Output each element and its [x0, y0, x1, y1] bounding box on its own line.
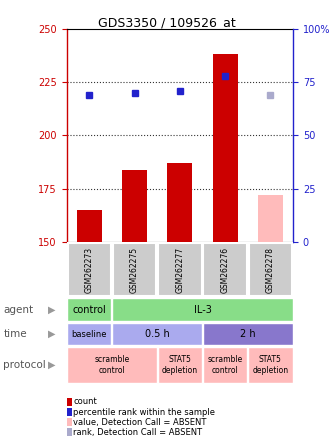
Text: time: time [3, 329, 27, 339]
Bar [67, 323, 112, 345]
Bar [112, 323, 202, 345]
Text: control: control [72, 305, 106, 315]
Text: ▶: ▶ [48, 360, 55, 370]
Bar [112, 298, 293, 321]
Text: rank, Detection Call = ABSENT: rank, Detection Call = ABSENT [73, 428, 202, 437]
Text: GSM262273: GSM262273 [85, 247, 94, 293]
Text: count: count [73, 397, 97, 406]
Bar [213, 55, 237, 242]
Bar [68, 243, 111, 297]
Text: scramble
control: scramble control [94, 356, 130, 375]
Bar [67, 348, 157, 383]
Bar [158, 348, 202, 383]
Text: GSM262277: GSM262277 [175, 247, 184, 293]
Text: baseline: baseline [72, 329, 107, 339]
Text: value, Detection Call = ABSENT: value, Detection Call = ABSENT [73, 418, 206, 427]
Text: STAT5
depletion: STAT5 depletion [252, 356, 288, 375]
Bar [248, 348, 293, 383]
Bar [77, 210, 102, 242]
Bar [203, 243, 247, 297]
Bar [258, 195, 283, 242]
Text: agent: agent [3, 305, 33, 315]
Text: GSM262278: GSM262278 [266, 247, 275, 293]
Text: ▶: ▶ [48, 329, 55, 339]
Bar [67, 298, 112, 321]
Text: IL-3: IL-3 [193, 305, 211, 315]
Text: 0.5 h: 0.5 h [145, 329, 169, 339]
Text: STAT5
depletion: STAT5 depletion [162, 356, 198, 375]
Text: GDS3350 / 109526_at: GDS3350 / 109526_at [98, 16, 235, 29]
Text: 2 h: 2 h [240, 329, 255, 339]
Bar [122, 170, 147, 242]
Text: percentile rank within the sample: percentile rank within the sample [73, 408, 215, 416]
Bar [158, 243, 201, 297]
Text: GSM262275: GSM262275 [130, 247, 139, 293]
Bar [167, 163, 192, 242]
Bar [249, 243, 292, 297]
Text: scramble
control: scramble control [207, 356, 243, 375]
Bar [203, 348, 247, 383]
Text: GSM262276: GSM262276 [220, 247, 230, 293]
Text: ▶: ▶ [48, 305, 55, 315]
Text: protocol: protocol [3, 360, 46, 370]
Bar [113, 243, 156, 297]
Bar [203, 323, 293, 345]
